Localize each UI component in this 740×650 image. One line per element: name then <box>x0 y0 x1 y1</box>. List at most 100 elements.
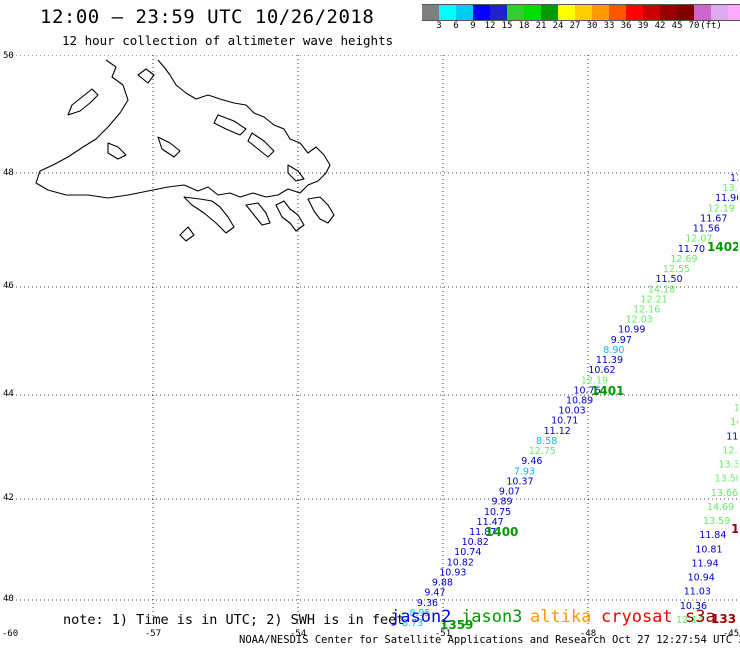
wave-height-value: 11.39 <box>596 355 623 366</box>
wave-height-value: 12.19 <box>581 375 608 386</box>
wave-height-value: 11.94 <box>691 558 718 569</box>
wave-height-value: 11.96 <box>715 193 738 204</box>
graticule <box>8 55 738 625</box>
pass-number-label: 1401 <box>591 384 624 398</box>
wave-height-value: 9.88 <box>432 578 453 589</box>
lon-label-54: -54 <box>289 629 307 639</box>
wave-height-value: 8.58 <box>536 436 557 447</box>
scale-label: 45 <box>671 21 683 31</box>
scale-label: 30 <box>586 21 598 31</box>
wave-height-value: 10.82 <box>447 557 474 568</box>
wave-height-value: 14 <box>730 417 738 428</box>
wave-height-value: 9.36 <box>417 598 438 609</box>
scale-label: 18 <box>518 21 530 31</box>
wave-height-value: 10.76 <box>573 385 600 396</box>
lon-label-51: -51 <box>434 629 452 639</box>
wave-height-value: 9.47 <box>424 588 445 599</box>
scale-swatch <box>575 4 592 21</box>
wave-height-value: 12.55 <box>663 264 690 275</box>
wave-height-value: 10.81 <box>695 544 722 555</box>
wave-height-value: 14.18 <box>648 284 675 295</box>
lat-label-46: 46 <box>3 281 14 291</box>
wave-height-value: 10.99 <box>618 325 645 336</box>
lat-label-40: 40 <box>3 594 14 604</box>
scale-swatch <box>660 4 677 21</box>
scale-swatch <box>473 4 490 21</box>
wave-height-value: 11.67 <box>700 213 727 224</box>
scale-swatch <box>592 4 609 21</box>
wave-height-value: 11. <box>726 431 738 442</box>
wave-height-value: 10.03 <box>559 406 586 417</box>
color-scale <box>422 4 740 21</box>
scale-swatch <box>609 4 626 21</box>
wave-height-value: 10.37 <box>506 476 533 487</box>
scale-label: 33 <box>603 21 615 31</box>
wave-height-value: 10.62 <box>588 365 615 376</box>
color-scale-labels: 3 6 9 12 15 18 21 24 27 30 33 36 39 42 45 70 (ft) <box>422 21 728 33</box>
wave-height-value: 9.89 <box>491 497 512 508</box>
wave-height-value: 12.03 <box>626 315 653 326</box>
altimeter-map: 8.738.959.369.479.8810.9310.8210.7410.82… <box>8 55 738 632</box>
pass-number-label: 1402 <box>707 240 738 254</box>
scale-swatch <box>439 4 456 21</box>
wave-height-value: 10.93 <box>439 567 466 578</box>
scale-swatch <box>643 4 660 21</box>
wave-height-value: 10.75 <box>484 507 511 518</box>
scale-swatch <box>541 4 558 21</box>
scale-swatch <box>507 4 524 21</box>
wave-height-value: 12.07 <box>685 234 712 245</box>
wave-height-value: 12.21 <box>641 294 668 305</box>
lon-label-45: -45 <box>722 629 740 639</box>
scale-swatch <box>422 4 439 21</box>
scale-label: 21 <box>535 21 547 31</box>
wave-height-value: 14.69 <box>707 502 734 513</box>
wave-height-value: 10.82 <box>462 537 489 548</box>
wave-height-value: 13.59 <box>703 516 730 527</box>
legend-jason3: jason3 <box>461 607 523 627</box>
wave-height-value: 12.16 <box>633 304 660 315</box>
wave-height-value: 11.12 <box>544 426 571 437</box>
wave-height-value: 7.93 <box>514 466 535 477</box>
wave-height-value: 9.46 <box>521 456 542 467</box>
wave-height-value: 13.3 <box>719 460 738 471</box>
scale-label: 70 <box>688 21 700 31</box>
wave-height-value: 11.87 <box>469 527 496 538</box>
track-a-values: 8.738.959.369.479.8810.9310.8210.7410.82… <box>402 173 738 629</box>
lon-label-60: -60 <box>1 629 19 639</box>
legend-cryosat: cryosat <box>601 607 673 627</box>
wave-height-value: 12.69 <box>670 254 697 265</box>
scale-label: 15 <box>501 21 513 31</box>
wave-height-value: 8.90 <box>603 345 624 356</box>
chart-title: 12:00 – 23:59 UTC 10/26/2018 <box>40 6 375 28</box>
scale-label: 3 <box>436 21 442 31</box>
pass-number-label: 1400 <box>485 525 518 539</box>
scale-label: 24 <box>552 21 564 31</box>
scale-label: 36 <box>620 21 632 31</box>
wave-height-value: 12.19 <box>708 203 735 214</box>
wave-height-value: 11.70 <box>678 244 705 255</box>
wave-height-value: 11.84 <box>699 530 726 541</box>
scale-label: 39 <box>637 21 649 31</box>
chart-subtitle: 12 hour collection of altimeter wave hei… <box>62 33 394 48</box>
pass-number-label: 1 <box>731 522 738 536</box>
legend-s3a: s3a <box>685 607 716 627</box>
wave-height-value: 11. <box>730 173 738 184</box>
scale-swatch <box>694 4 711 21</box>
scale-swatch <box>490 4 507 21</box>
scale-swatch <box>711 4 728 21</box>
pass-labels: 1359 1400 1401 1402 133 1 <box>440 240 738 632</box>
lat-label-50: 50 <box>3 51 14 61</box>
wave-height-value: 11.03 <box>684 587 711 598</box>
pass-number-label: 133 <box>711 612 736 626</box>
wave-height-value: 10.36 <box>680 601 707 612</box>
wave-height-value: 11.56 <box>693 224 720 235</box>
track-b-values: 12.14 10.36 11.03 10.94 11.94 10.81 11.84 13.59… <box>676 403 738 626</box>
scale-swatch <box>677 4 694 21</box>
wave-height-value: 10.74 <box>454 547 481 558</box>
lat-label-44: 44 <box>3 389 14 399</box>
wave-height-value: 1 <box>734 403 738 414</box>
scale-label: 9 <box>470 21 476 31</box>
scale-label: 6 <box>453 21 459 31</box>
legend-altika: altika <box>530 607 592 627</box>
footnote: note: 1) Time is in UTC; 2) SWH is in fe… <box>63 612 405 628</box>
